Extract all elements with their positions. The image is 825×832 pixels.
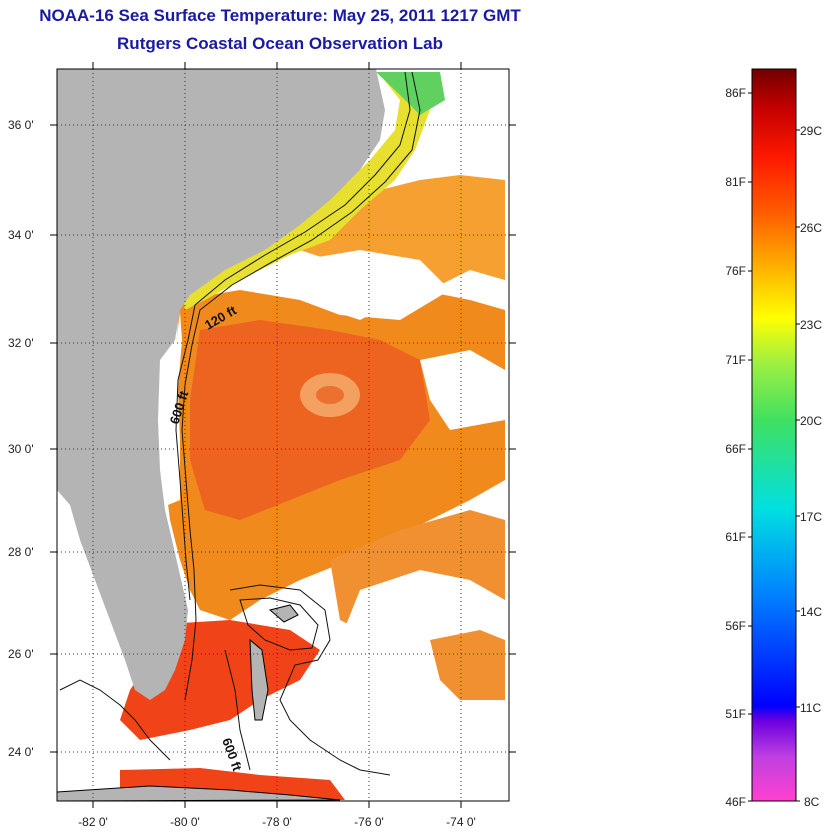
bathymetry-contours (59, 71, 421, 776)
lon-tick-label: -76 0' (354, 815, 384, 829)
land-cuba (57, 785, 341, 801)
latitude-labels: 36 0' 34 0' 32 0' 30 0' 28 0' 26 0' 24 0… (8, 118, 34, 759)
land-us-coast (57, 69, 385, 700)
map-frame (56, 68, 510, 802)
longitude-labels: -82 0' -80 0' -78 0' -76 0' -74 0' (78, 815, 476, 829)
lat-tick-label: 30 0' (8, 442, 34, 456)
colorbar-c-label: 23C (800, 318, 822, 332)
axis-ticks (50, 62, 516, 808)
sst-green-north (376, 72, 445, 115)
sst-data-layer (57, 69, 505, 801)
contour-south-600ft (224, 649, 251, 771)
contour-120ft (175, 71, 411, 601)
lon-tick-label: -80 0' (170, 815, 200, 829)
sst-warm-core (190, 320, 430, 520)
cloud-north (300, 250, 450, 320)
colorbar-c-label: 20C (800, 414, 822, 428)
colorbar-c-label: 8C (804, 795, 820, 809)
map-subtitle: Rutgers Coastal Ocean Observation Lab (117, 34, 443, 53)
colorbar-f-label: 66F (725, 442, 746, 456)
colorbar-c-label: 29C (800, 124, 822, 138)
colorbar-c-label: 17C (800, 510, 822, 524)
cloud-east (330, 570, 505, 800)
colorbar-gradient (751, 68, 797, 802)
map-title: NOAA-16 Sea Surface Temperature: May 25,… (39, 6, 521, 25)
cloud-mid (420, 350, 505, 430)
contour-bahamas (229, 584, 391, 776)
lon-tick-label: -78 0' (262, 815, 292, 829)
lat-tick-label: 24 0' (8, 745, 34, 759)
colorbar-f-label: 71F (725, 353, 746, 367)
lat-tick-label: 28 0' (8, 545, 34, 559)
lon-tick-label: -82 0' (78, 815, 108, 829)
colorbar-f-label: 46F (725, 795, 746, 809)
contour-600ft (181, 71, 421, 701)
colorbar-f-label: 81F (725, 175, 746, 189)
cloud-northeast (420, 80, 505, 175)
colorbar-c-label: 14C (800, 605, 822, 619)
colorbar-c-label: 11C (800, 701, 821, 715)
colorbar-c-label: 26C (800, 221, 822, 235)
colorbar-f-label: 76F (725, 264, 746, 278)
colorbar-f-label: 56F (725, 619, 746, 633)
lat-tick-label: 26 0' (8, 647, 34, 661)
colorbar-f-label: 61F (725, 530, 746, 544)
land-bahamas-1 (249, 638, 269, 721)
lon-tick-label: -74 0' (446, 815, 476, 829)
contour-keys (59, 679, 171, 761)
graticule (57, 69, 509, 801)
contour-bahamas-inner (239, 597, 319, 651)
colorbar: 86F 81F 76F 71F 66F 61F 56F 51F 46F 29C … (725, 68, 822, 809)
colorbar-f-label: 51F (725, 707, 746, 721)
lat-tick-label: 34 0' (8, 228, 34, 242)
sst-east-orange-2 (430, 630, 505, 700)
cloud-florida-coast (160, 312, 182, 505)
colorbar-f-label: 86F (725, 86, 746, 100)
lat-tick-label: 32 0' (8, 336, 34, 350)
lat-tick-label: 36 0' (8, 118, 34, 132)
